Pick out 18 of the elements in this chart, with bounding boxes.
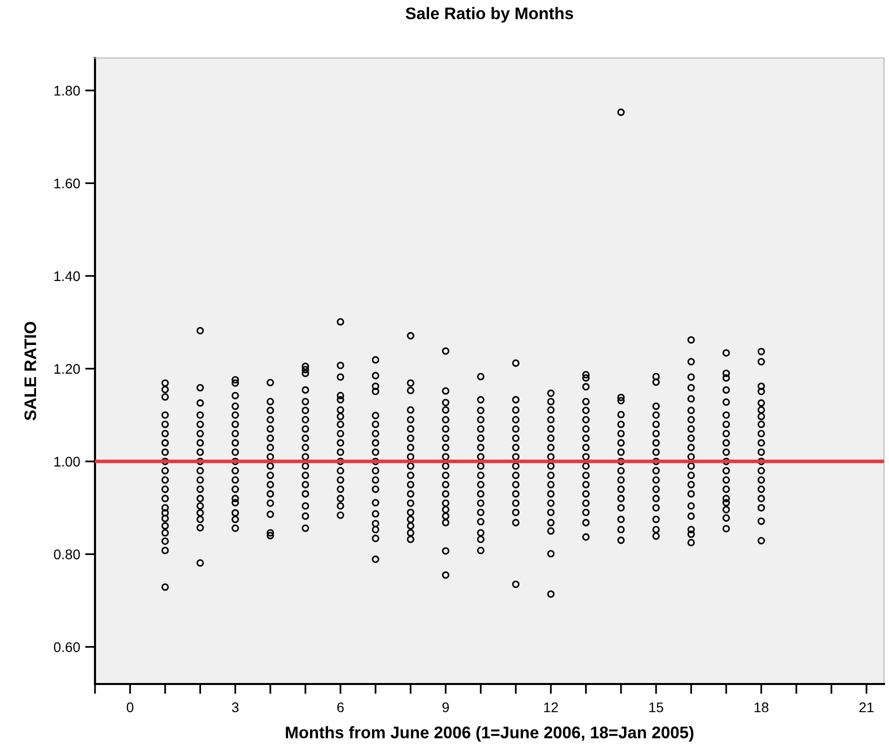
y-tick-label: 1.20 (54, 364, 80, 374)
x-tick-label: 6 (337, 702, 344, 712)
x-tick-label: 18 (754, 702, 768, 712)
x-axis-title: Months from June 2006 (1=June 2006, 18=Jan 2005) (286, 726, 694, 742)
y-tick-label: 1.40 (54, 271, 80, 282)
x-tick-label: 3 (232, 702, 239, 712)
y-tick-label: 1.80 (54, 86, 80, 96)
y-axis-title: SALE RATIO (24, 322, 36, 420)
x-tick-label: 9 (442, 702, 449, 712)
y-tick-label: 0.60 (54, 642, 80, 652)
y-tick-label: 1.00 (54, 456, 80, 467)
x-tick-label: 0 (126, 702, 134, 712)
x-tick-label: 15 (649, 702, 664, 712)
y-tick-label: 0.80 (54, 549, 80, 560)
y-tick-label: 1.60 (54, 178, 80, 188)
x-tick-label: 21 (859, 702, 874, 712)
chart-title: Sale Ratio by Months (406, 7, 574, 23)
x-tick-label: 12 (544, 702, 558, 712)
